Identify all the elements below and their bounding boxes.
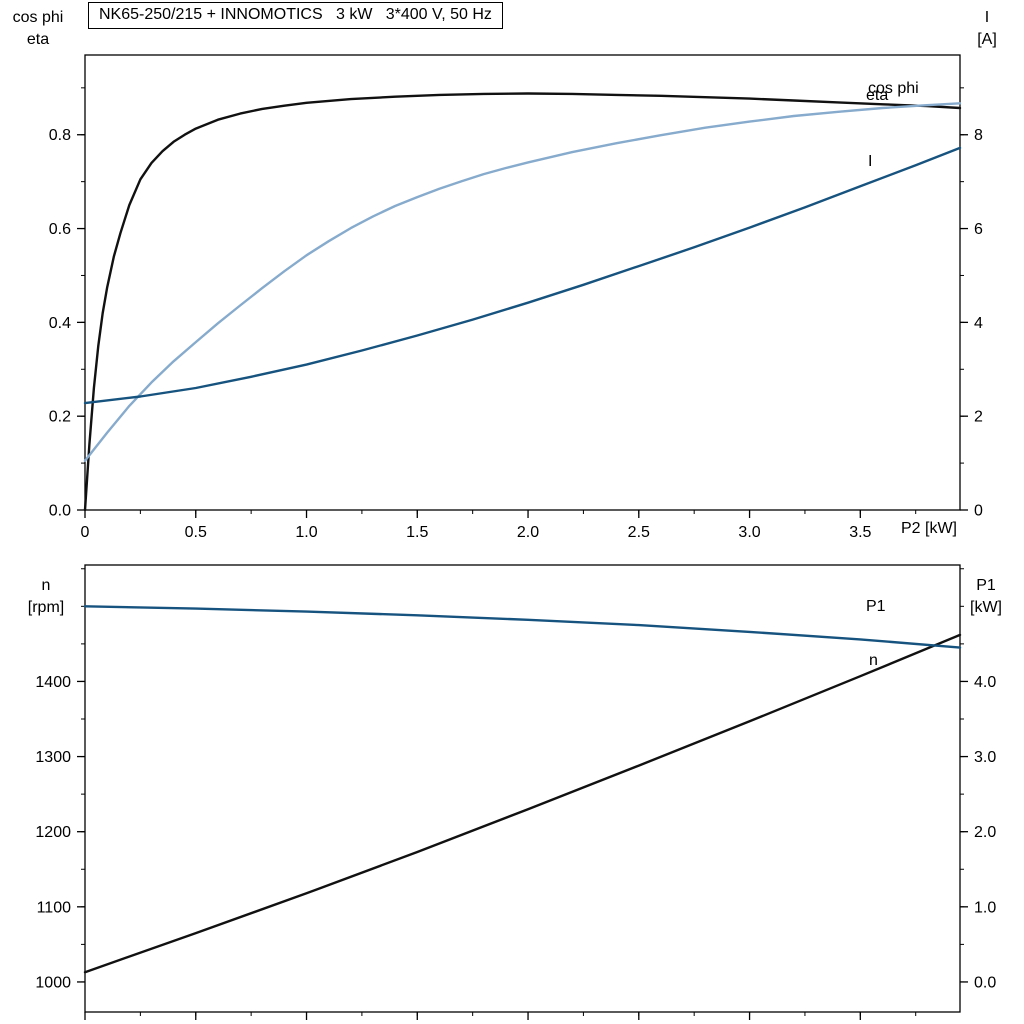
y-tick-label: 0.2: [49, 409, 71, 426]
y-tick-label: 2: [974, 409, 983, 426]
y-tick-label: 6: [974, 221, 983, 238]
x-tick-label: 2.0: [517, 524, 539, 541]
y-tick-label: 0.0: [974, 974, 996, 991]
curve-i: [83, 146, 962, 405]
y-tick-label: 0.6: [49, 221, 71, 238]
x-tick-label: 3.0: [738, 524, 760, 541]
chart-title: NK65-250/215 + INNOMOTICS 3 kW 3*400 V, …: [88, 2, 503, 29]
y-tick-label: 1400: [35, 674, 71, 691]
y-tick-label: 1200: [35, 824, 71, 841]
plot-frame: [84, 564, 961, 1013]
y-tick-label: 0.8: [49, 127, 71, 144]
axis-title: eta: [27, 31, 49, 48]
y-tick-label: 0.4: [49, 315, 71, 332]
x-tick-label: 2.5: [628, 524, 650, 541]
y-tick-label: 2.0: [974, 824, 996, 841]
y-tick-label: 4.0: [974, 674, 996, 691]
x-tick-label: 1.5: [406, 524, 428, 541]
y-tick-label: 1100: [37, 899, 72, 916]
y-tick-label: 3.0: [974, 749, 996, 766]
curve-eta: [83, 92, 962, 512]
axis-title: [kW]: [970, 599, 1002, 616]
curve-cos-phi: [83, 102, 962, 462]
plot-frame: [84, 54, 961, 511]
y-tick-label: 1.0: [974, 899, 996, 916]
x-tick-label: 1.0: [295, 524, 317, 541]
y-tick-label: 4: [974, 315, 983, 332]
y-tick-label: 1300: [35, 749, 71, 766]
x-tick-label: 0: [81, 524, 90, 541]
axis-title: I: [985, 9, 989, 26]
axis-title: [rpm]: [28, 599, 64, 616]
label-cos-phi: cos phi: [868, 80, 919, 97]
label-n: n: [869, 652, 878, 669]
label-p1: P1: [866, 598, 886, 615]
x-axis-label: P2 [kW]: [901, 520, 957, 537]
y-tick-label: 1000: [35, 974, 71, 991]
axis-title: [A]: [977, 31, 997, 48]
x-tick-label: 3.5: [849, 524, 871, 541]
y-tick-label: 8: [974, 127, 983, 144]
curve-p1: [83, 633, 962, 974]
label-i: I: [868, 153, 872, 170]
axis-title: P1: [976, 577, 996, 594]
label-eta: eta: [866, 87, 888, 104]
x-tick-label: 0.5: [185, 524, 207, 541]
axis-title: cos phi: [13, 9, 64, 26]
y-tick-label: 0: [974, 503, 983, 520]
curve-n: [83, 605, 962, 649]
axis-title: n: [42, 577, 51, 594]
y-tick-label: 0.0: [49, 503, 71, 520]
